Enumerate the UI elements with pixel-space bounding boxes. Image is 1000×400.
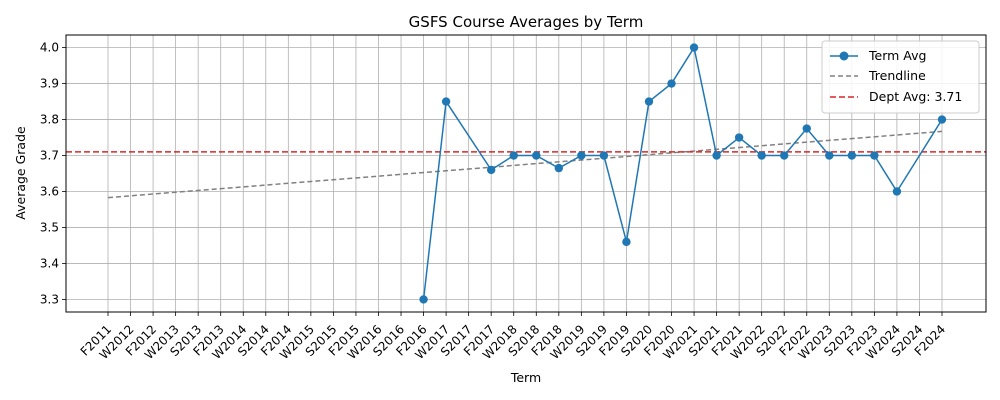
- y-tick-label: 3.5: [40, 220, 59, 234]
- term-avg-point: [712, 151, 721, 160]
- term-avg-point: [689, 43, 699, 52]
- chart-title: GSFS Course Averages by Term: [409, 13, 644, 31]
- term-avg-point: [780, 151, 789, 160]
- y-tick-label: 3.3: [40, 292, 59, 306]
- term-avg-point: [509, 151, 518, 160]
- x-axis: F2011W2012F2012W2013S2013F2013W2014S2014…: [78, 312, 948, 362]
- term-avg-point: [937, 115, 947, 124]
- term-avg-point: [644, 97, 654, 106]
- term-avg-point: [870, 151, 879, 160]
- term-avg-point: [532, 151, 541, 160]
- term-avg-point: [734, 133, 744, 142]
- y-axis: 3.3 3.4 3.5 3.6 3.7 3.8 3.9 4.0: [40, 41, 66, 306]
- term-avg-line: [422, 45, 943, 300]
- legend-term-avg-marker: [839, 51, 849, 61]
- y-tick-label: 3.6: [40, 184, 59, 198]
- term-avg-point: [757, 151, 766, 160]
- legend-box: [821, 40, 980, 114]
- plot-frame: [65, 34, 987, 313]
- term-avg-point: [419, 295, 428, 304]
- y-tick-label: 3.8: [40, 113, 59, 127]
- term-avg-point: [847, 151, 857, 160]
- y-tick-label: 3.9: [40, 77, 59, 91]
- trendline-line: [107, 130, 943, 199]
- y-tick-label: 4.0: [40, 41, 59, 55]
- term-avg-point: [554, 163, 564, 173]
- term-avg-series: [419, 43, 947, 304]
- trendline: [107, 130, 943, 199]
- term-avg-point: [577, 151, 586, 160]
- term-avg-point: [599, 151, 609, 160]
- legend-trendline-label: Trendline: [868, 68, 926, 83]
- term-avg-point: [486, 165, 496, 175]
- term-avg-point: [892, 187, 902, 196]
- term-avg-point: [667, 79, 676, 88]
- y-axis-label: Average Grade: [13, 126, 28, 220]
- legend-term-avg-label: Term Avg: [868, 48, 926, 63]
- legend-dept-avg-label: Dept Avg: 3.71: [869, 89, 962, 104]
- term-avg-point: [441, 97, 451, 106]
- y-tick-label: 3.7: [40, 149, 59, 163]
- term-avg-point: [622, 237, 631, 247]
- y-tick-label: 3.4: [40, 256, 59, 270]
- term-avg-point: [802, 124, 811, 133]
- x-axis-label: Term: [510, 370, 541, 385]
- term-avg-point: [825, 151, 834, 160]
- legend: Term Avg Trendline Dept Avg: 3.71: [821, 40, 980, 114]
